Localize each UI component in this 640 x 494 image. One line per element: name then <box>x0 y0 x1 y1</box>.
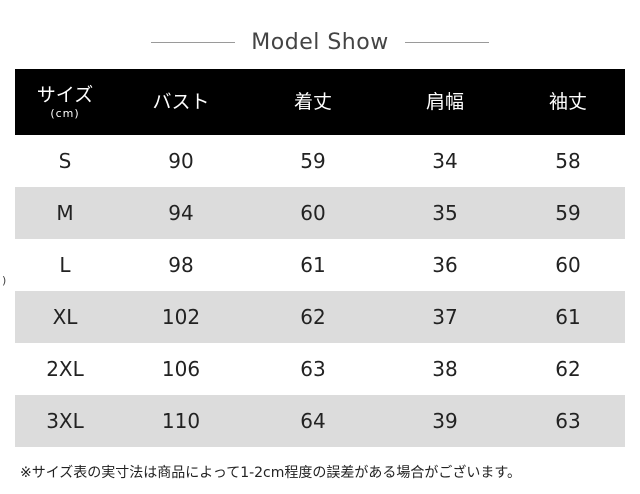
cell-length: 62 <box>247 291 379 343</box>
header-bust: バスト <box>115 69 247 135</box>
cell-shoulder: 39 <box>379 395 511 447</box>
cell-shoulder: 36 <box>379 239 511 291</box>
cell-bust: 106 <box>115 343 247 395</box>
table-row: S 90 59 34 58 <box>15 135 625 187</box>
header-size: サイズ (cm) <box>15 69 115 135</box>
size-note: ※サイズ表の実寸法は商品によって1-2cm程度の誤差がある場合がございます。 <box>20 465 521 481</box>
cell-sleeve: 63 <box>511 395 625 447</box>
header-shoulder: 肩幅 <box>379 69 511 135</box>
cell-size: L <box>15 239 115 291</box>
page-title: Model Show <box>251 29 389 55</box>
cell-size: XL <box>15 291 115 343</box>
table-row: L 98 61 36 60 <box>15 239 625 291</box>
cell-shoulder: 37 <box>379 291 511 343</box>
cell-shoulder: 34 <box>379 135 511 187</box>
cell-bust: 102 <box>115 291 247 343</box>
cell-bust: 110 <box>115 395 247 447</box>
title-row: Model Show <box>0 22 640 62</box>
size-table: サイズ (cm) バスト 着丈 肩幅 袖丈 S 90 <box>15 69 625 447</box>
cell-sleeve: 61 <box>511 291 625 343</box>
cell-size: S <box>15 135 115 187</box>
cell-size: 2XL <box>15 343 115 395</box>
header-length-label: 着丈 <box>293 91 332 113</box>
cell-sleeve: 60 <box>511 239 625 291</box>
cell-size: M <box>15 187 115 239</box>
header-length: 着丈 <box>247 69 379 135</box>
cell-length: 61 <box>247 239 379 291</box>
edge-mark: ) <box>2 274 7 287</box>
title-left-line <box>151 41 236 43</box>
cell-length: 64 <box>247 395 379 447</box>
table-row: 2XL 106 63 38 62 <box>15 343 625 395</box>
table-row: M 94 60 35 59 <box>15 187 625 239</box>
cell-bust: 94 <box>115 187 247 239</box>
header-sleeve: 袖丈 <box>511 69 625 135</box>
cell-sleeve: 58 <box>511 135 625 187</box>
table-row: 3XL 110 64 39 63 <box>15 395 625 447</box>
cell-length: 60 <box>247 187 379 239</box>
cell-bust: 98 <box>115 239 247 291</box>
cell-shoulder: 38 <box>379 343 511 395</box>
cell-bust: 90 <box>115 135 247 187</box>
header-bust-label: バスト <box>152 91 210 113</box>
cell-length: 63 <box>247 343 379 395</box>
table-row: XL 102 62 37 61 <box>15 291 625 343</box>
cell-length: 59 <box>247 135 379 187</box>
cell-sleeve: 62 <box>511 343 625 395</box>
header-sleeve-label: 袖丈 <box>548 91 587 113</box>
header-size-unit: (cm) <box>50 107 80 120</box>
cell-shoulder: 35 <box>379 187 511 239</box>
header-size-label: サイズ <box>36 84 94 106</box>
header-shoulder-label: 肩幅 <box>425 91 464 113</box>
title-right-line <box>404 41 489 43</box>
cell-size: 3XL <box>15 395 115 447</box>
table-header-row: サイズ (cm) バスト 着丈 肩幅 袖丈 <box>15 69 625 135</box>
cell-sleeve: 59 <box>511 187 625 239</box>
